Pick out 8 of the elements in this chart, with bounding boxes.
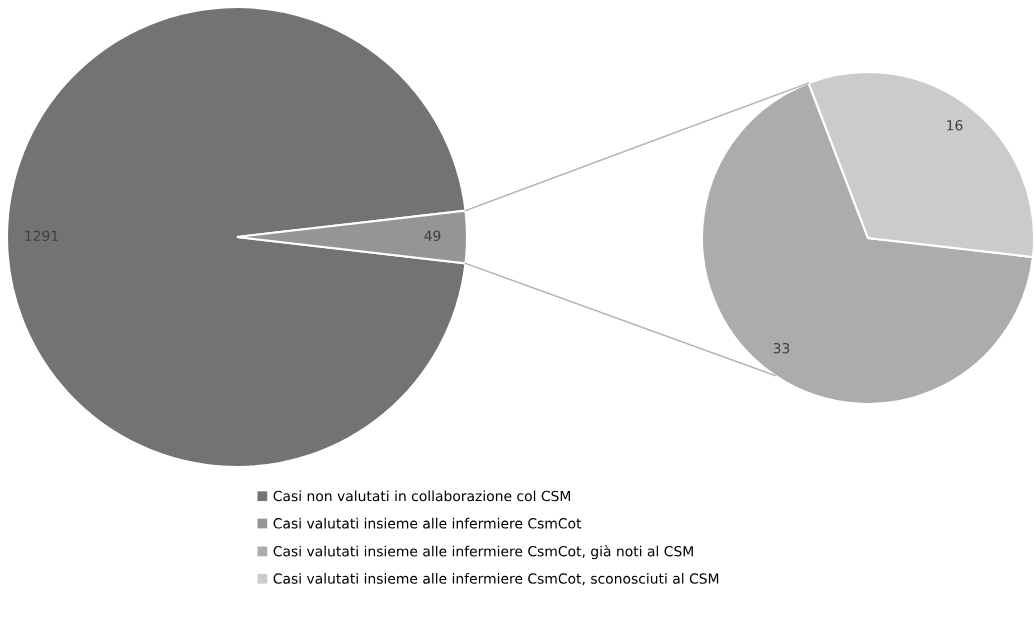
legend-label: Casi valutati insieme alle infermiere CsmCot (273, 517, 582, 529)
pie-slice (5, 5, 467, 469)
legend-label: Casi valutati insieme alle infermiere CsmCot, già noti al CSM (273, 545, 693, 560)
data-label: 16 (947, 120, 963, 131)
legend-label: Casi valutati insieme alle infermiere CsmCot, sconosciuti al CSM (273, 573, 719, 586)
data-label: 33 (773, 343, 790, 354)
legend-label: Casi non valutati in collaborazione col CSM (273, 490, 571, 502)
data-label: 49 (424, 230, 441, 242)
